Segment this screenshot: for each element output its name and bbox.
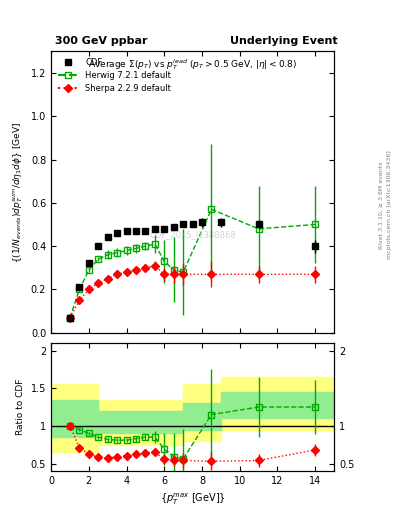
Text: Underlying Event: Underlying Event [230, 35, 338, 46]
Y-axis label: Ratio to CDF: Ratio to CDF [16, 379, 25, 435]
X-axis label: $\{p_T^{max}$ [GeV]$\}$: $\{p_T^{max}$ [GeV]$\}$ [160, 492, 226, 507]
Text: mcplots.cern.ch [arXiv:1306.3436]: mcplots.cern.ch [arXiv:1306.3436] [387, 151, 391, 259]
Legend: CDF, Herwig 7.2.1 default, Sherpa 2.2.9 default: CDF, Herwig 7.2.1 default, Sherpa 2.2.9 … [55, 55, 174, 96]
Text: Rivet 3.1.10, ≥ 3.6M events: Rivet 3.1.10, ≥ 3.6M events [379, 161, 384, 248]
Text: CDF_2015_I1388868: CDF_2015_I1388868 [149, 230, 236, 239]
Text: 300 GeV ppbar: 300 GeV ppbar [55, 35, 147, 46]
Y-axis label: $\{(1/N_{events}) dp_T^{sum}/d\eta_1 d\phi\}$ [GeV]: $\{(1/N_{events}) dp_T^{sum}/d\eta_1 d\p… [12, 121, 25, 263]
Text: Average $\Sigma(p_T)$ vs $p_T^{lead}$ ($p_T > 0.5$ GeV, $|\eta| < 0.8$): Average $\Sigma(p_T)$ vs $p_T^{lead}$ ($… [88, 57, 297, 72]
